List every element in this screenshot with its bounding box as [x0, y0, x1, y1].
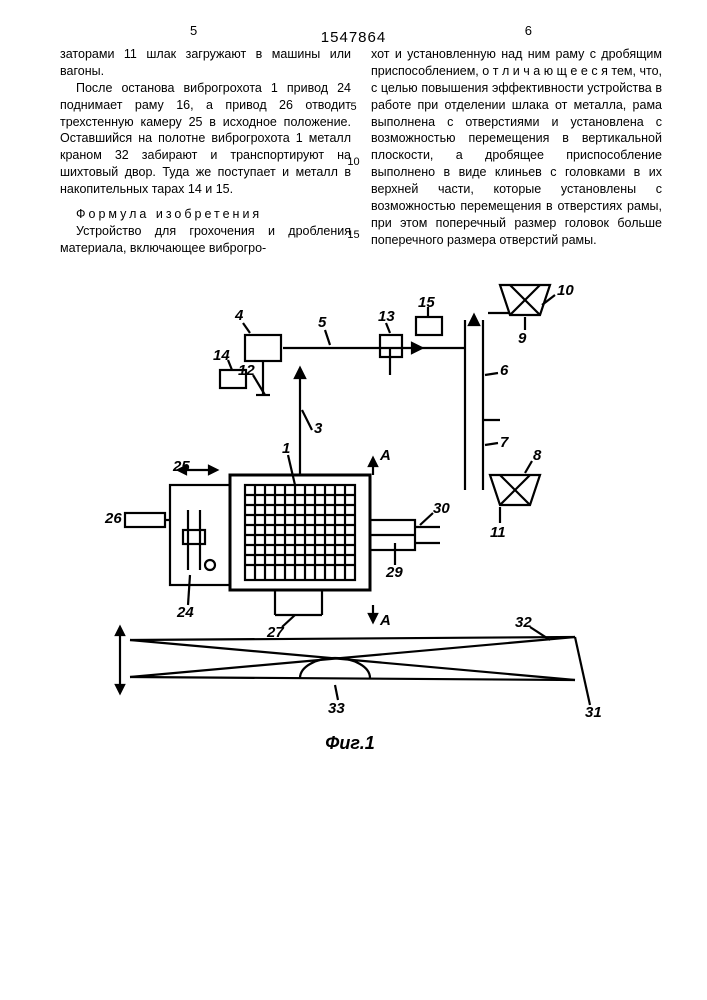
- col1-p1: заторами 11 шлак загружают в машины или …: [60, 46, 351, 80]
- label-31: 31: [585, 704, 602, 721]
- column-left: заторами 11 шлак загружают в машины или …: [60, 46, 351, 257]
- label-12: 12: [238, 362, 255, 379]
- col1-p3: Устройство для грохочения и дробления ма…: [60, 223, 351, 257]
- label-25: 25: [172, 458, 190, 475]
- label-A-bottom: А: [379, 612, 391, 629]
- label-6: 6: [500, 362, 509, 379]
- label-10: 10: [557, 282, 574, 299]
- col2-p1: хот и установленную над ним раму с дробя…: [371, 46, 662, 249]
- label-9: 9: [518, 330, 527, 347]
- label-A-top: А: [379, 447, 391, 464]
- label-27: 27: [266, 624, 284, 641]
- label-5: 5: [318, 314, 327, 331]
- label-14: 14: [213, 347, 230, 364]
- label-29: 29: [385, 564, 403, 581]
- label-8: 8: [533, 447, 542, 464]
- label-7: 7: [500, 434, 509, 451]
- figure-label: Фиг.1: [325, 731, 374, 755]
- column-right: хот и установленную над ним раму с дробя…: [371, 46, 662, 257]
- label-30: 30: [433, 500, 450, 517]
- page-number-left: 5: [190, 22, 197, 40]
- text-columns: заторами 11 шлак загружают в машины или …: [60, 46, 662, 257]
- label-11: 11: [490, 524, 506, 541]
- label-32: 32: [515, 614, 532, 631]
- figure-1: 1 3 4 5 6 7 8 9 10 11 12 13 14 15 24 25 …: [70, 275, 630, 755]
- col1-p2: После останова виброгрохота 1 привод 24 …: [60, 80, 351, 198]
- page-number-right: 6: [525, 22, 532, 40]
- label-3: 3: [314, 420, 323, 437]
- label-13: 13: [378, 308, 395, 325]
- label-4: 4: [234, 307, 244, 324]
- label-24: 24: [176, 604, 194, 621]
- claim-heading: Формула изобретения: [60, 206, 351, 223]
- label-15: 15: [418, 294, 435, 311]
- label-33: 33: [328, 700, 345, 717]
- label-26: 26: [104, 510, 122, 527]
- label-1: 1: [282, 440, 290, 457]
